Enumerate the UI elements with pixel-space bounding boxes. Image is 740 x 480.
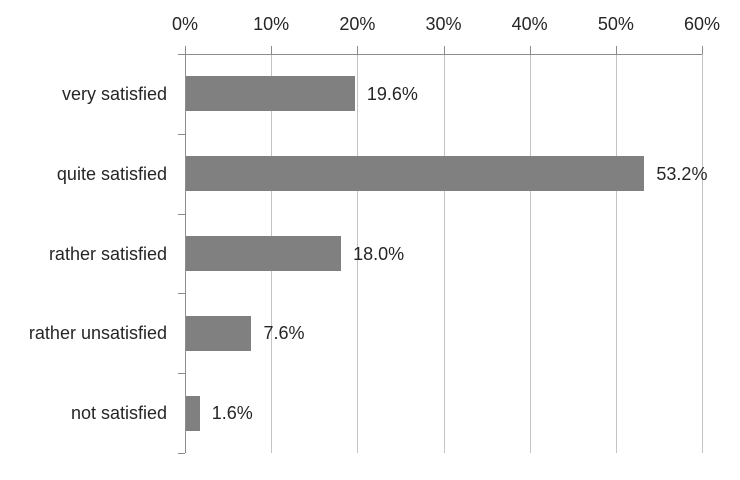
category-label: quite satisfied — [56, 163, 167, 184]
gridline — [443, 54, 445, 453]
x-axis-line — [183, 54, 702, 55]
y-axis-tick — [178, 373, 185, 375]
gridline — [615, 54, 617, 453]
x-axis-tick — [443, 46, 445, 54]
x-axis-tick-label: 40% — [511, 14, 548, 34]
x-axis-tick — [529, 46, 531, 54]
y-axis-tick — [178, 54, 185, 55]
category-label: not satisfied — [70, 403, 167, 424]
gridline — [529, 54, 531, 453]
y-axis-tick — [178, 293, 185, 295]
x-axis-tick-label: 10% — [253, 14, 290, 34]
x-axis-tick — [185, 46, 186, 54]
y-axis-tick — [178, 213, 185, 215]
bar-value-label: 53.2% — [656, 163, 708, 184]
bar — [186, 315, 252, 351]
x-axis-tick-label: 30% — [425, 14, 462, 34]
x-axis-tick — [271, 46, 273, 54]
bar — [186, 156, 645, 192]
bar-value-label: 19.6% — [366, 83, 418, 104]
x-axis-tick-label: 60% — [683, 14, 721, 34]
y-axis-tick — [178, 453, 185, 454]
y-axis-line — [185, 54, 186, 453]
x-axis-tick-label: 50% — [597, 14, 634, 34]
gridline — [702, 54, 703, 453]
y-axis-tick — [178, 133, 185, 135]
category-label: rather unsatisfied — [28, 323, 167, 344]
x-axis-tick-label: 0% — [171, 14, 198, 34]
bar — [186, 395, 200, 431]
bar — [186, 236, 342, 271]
bar-value-label: 1.6% — [211, 403, 253, 424]
x-axis-tick — [702, 46, 703, 54]
bar-value-label: 18.0% — [353, 243, 405, 264]
x-axis-tick — [357, 46, 359, 54]
category-label: very satisfied — [61, 83, 167, 104]
bar — [186, 76, 355, 112]
bar-value-label: 7.6% — [263, 323, 305, 344]
gridline — [357, 54, 359, 453]
category-label: rather satisfied — [48, 243, 167, 264]
x-axis-tick-label: 20% — [339, 14, 376, 34]
x-axis-tick — [615, 46, 617, 54]
